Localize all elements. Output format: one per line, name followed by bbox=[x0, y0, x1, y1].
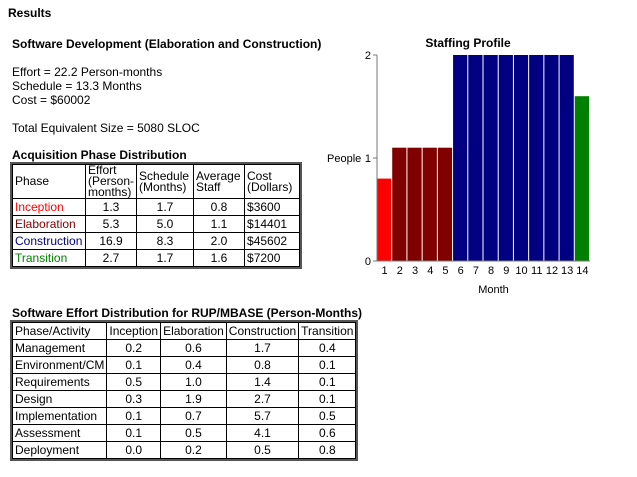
cost-cell: $7200 bbox=[244, 249, 301, 267]
acquisition-header-line: Schedule bbox=[139, 168, 190, 183]
x-tick-label-8: 8 bbox=[488, 265, 494, 277]
effort-value-cell: 0.7 bbox=[160, 407, 227, 425]
x-tick-label-14: 14 bbox=[576, 265, 588, 277]
cost-cell: $14401 bbox=[244, 215, 301, 233]
acquisition-title: Acquisition Phase Distribution bbox=[12, 148, 187, 162]
phase-name-cell: Elaboration bbox=[12, 215, 86, 233]
bar-month-4 bbox=[422, 147, 437, 261]
bar-month-5 bbox=[437, 147, 453, 261]
bar-month-12 bbox=[544, 55, 559, 261]
effort-row: Management 0.2 0.6 1.7 0.4 bbox=[11, 339, 357, 357]
effort-value-cell: 0.1 bbox=[298, 356, 357, 374]
x-tick-label-10: 10 bbox=[515, 265, 527, 277]
cost-text: Cost = $60002 bbox=[12, 93, 91, 107]
results-title: Results bbox=[8, 6, 52, 20]
acquisition-header-cell: Effort (Person-months) bbox=[84, 163, 138, 199]
effort-distribution-table-frame: Phase/Activity Inception Elaboration Constr… bbox=[10, 320, 359, 461]
effort-cell: 1.3 bbox=[84, 198, 138, 216]
effort-text: Effort = 22.2 Person-months bbox=[12, 65, 163, 79]
effort-header-cell: Elaboration bbox=[160, 322, 227, 340]
acquisition-table: Phase Effort (Person-months) Schedule (Month… bbox=[12, 163, 301, 267]
bar-month-3 bbox=[407, 147, 422, 261]
effort-cell: 5.3 bbox=[84, 215, 138, 233]
x-tick-label-2: 2 bbox=[397, 265, 403, 277]
effort-value-cell: 0.5 bbox=[225, 441, 300, 459]
bar-month-8 bbox=[483, 55, 498, 261]
acquisition-row: Elaboration 5.3 5.0 1.1 $14401 bbox=[12, 215, 301, 233]
bar-month-13 bbox=[559, 55, 574, 261]
x-tick-label-5: 5 bbox=[442, 265, 448, 277]
effort-value-cell: 0.8 bbox=[298, 441, 357, 459]
schedule-cell: 1.7 bbox=[136, 249, 195, 267]
y-tick-label-2: 2 bbox=[365, 50, 371, 62]
x-tick-label-11: 11 bbox=[531, 265, 542, 277]
acquisition-header-line: Phase bbox=[15, 174, 50, 188]
acquisition-header-line: (Dollars) bbox=[247, 179, 293, 194]
x-tick-label-12: 12 bbox=[546, 265, 558, 277]
x-axis-label: Month bbox=[478, 284, 509, 296]
y-axis-label: People bbox=[327, 153, 361, 165]
y-tick-label-0: 0 bbox=[365, 256, 371, 268]
x-tick-label-7: 7 bbox=[473, 265, 479, 277]
phase-name-cell: Transition bbox=[12, 249, 86, 267]
effort-row: Assessment 0.1 0.5 4.1 0.6 bbox=[11, 424, 357, 442]
staff-cell: 1.6 bbox=[193, 249, 246, 267]
acquisition-header-cell: Average Staff bbox=[193, 164, 246, 199]
acquisition-header-line: Staff bbox=[196, 179, 221, 194]
bar-month-10 bbox=[513, 55, 529, 261]
bar-month-7 bbox=[468, 55, 483, 261]
effort-row: Deployment 0.0 0.2 0.5 0.8 bbox=[11, 441, 357, 459]
total-size-text: Total Equivalent Size = 5080 SLOC bbox=[12, 121, 200, 135]
effort-distribution-table: Phase/Activity Inception Elaboration Constr… bbox=[11, 322, 357, 459]
effort-value-cell: 0.0 bbox=[106, 441, 162, 459]
cost-cell: $3600 bbox=[244, 198, 301, 216]
acquisition-table-frame: Phase Effort (Person-months) Schedule (Month… bbox=[10, 162, 303, 269]
bar-month-1 bbox=[377, 178, 392, 261]
acquisition-row: Inception 1.3 1.7 0.8 $3600 bbox=[12, 198, 301, 216]
acquisition-header-line: months) bbox=[88, 185, 132, 199]
acquisition-header-line: Average bbox=[196, 168, 241, 183]
chart-title: Staffing Profile bbox=[425, 36, 511, 50]
bar-month-6 bbox=[453, 55, 468, 261]
acquisition-row: Construction 16.9 8.3 2.0 $45602 bbox=[12, 232, 301, 250]
activity-name-cell: Deployment bbox=[11, 441, 108, 459]
phase-name-cell: Construction bbox=[12, 232, 86, 250]
x-tick-label-6: 6 bbox=[458, 265, 464, 277]
acquisition-header-cell: Cost (Dollars) bbox=[244, 164, 301, 199]
x-tick-label-13: 13 bbox=[561, 265, 573, 277]
acquisition-row: Transition 2.7 1.7 1.6 $7200 bbox=[12, 249, 301, 267]
metrics-block: Effort = 22.2 Person-months Schedule = 1… bbox=[12, 65, 162, 107]
bar-month-11 bbox=[529, 55, 544, 261]
effort-distribution-title: Software Effort Distribution for RUP/MBA… bbox=[12, 306, 362, 320]
effort-header-cell: Transition bbox=[298, 322, 357, 340]
acquisition-header-line: Effort bbox=[88, 163, 117, 177]
activity-name-cell: Requirements bbox=[11, 373, 108, 391]
acquisition-header-line: (Person- bbox=[88, 174, 135, 188]
x-tick-label-3: 3 bbox=[412, 265, 418, 277]
activity-name-cell: Management bbox=[11, 339, 108, 357]
acquisition-header-line: (Months) bbox=[139, 179, 187, 194]
effort-row: Environment/CM 0.1 0.4 0.8 0.1 bbox=[11, 356, 357, 374]
section-title: Software Development (Elaboration and Co… bbox=[12, 37, 322, 51]
staff-cell: 1.1 bbox=[193, 215, 246, 233]
effort-value-cell: 0.6 bbox=[160, 339, 227, 357]
effort-value-cell: 0.5 bbox=[298, 407, 357, 425]
y-tick-label-1: 1 bbox=[365, 153, 371, 165]
bar-month-9 bbox=[498, 55, 513, 261]
x-tick-label-4: 4 bbox=[427, 265, 433, 277]
bar-month-2 bbox=[392, 147, 407, 261]
activity-name-cell: Assessment bbox=[11, 424, 108, 442]
effort-value-cell: 0.2 bbox=[160, 441, 227, 459]
acquisition-header-line: Cost bbox=[247, 168, 272, 183]
x-tick-label-9: 9 bbox=[503, 265, 509, 277]
schedule-text: Schedule = 13.3 Months bbox=[12, 79, 142, 93]
bar-month-14 bbox=[574, 96, 589, 261]
x-tick-label-1: 1 bbox=[382, 265, 388, 277]
effort-value-cell: 0.1 bbox=[298, 373, 357, 391]
effort-cell: 2.7 bbox=[84, 249, 138, 267]
